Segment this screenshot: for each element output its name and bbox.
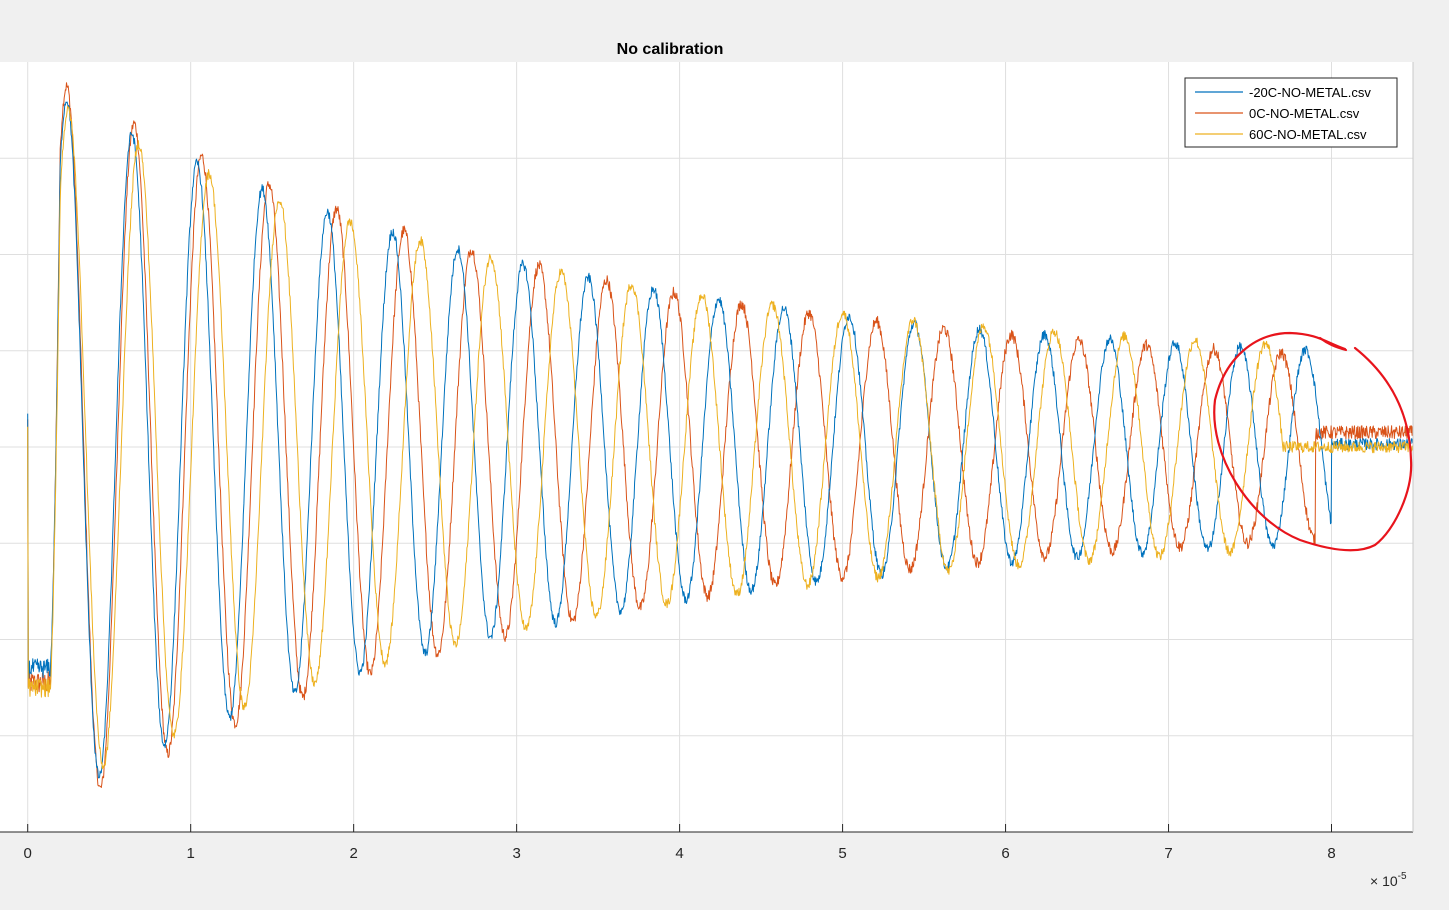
x-tick-label: 5 — [838, 845, 846, 862]
series-line-1 — [27, 82, 1414, 788]
series-layer — [27, 82, 1414, 788]
chart-title: No calibration — [617, 41, 724, 58]
legend-entry[interactable]: -20C-NO-METAL.csv — [1249, 85, 1371, 100]
x-tick-label: 1 — [187, 845, 195, 862]
legend-entry[interactable]: 0C-NO-METAL.csv — [1249, 106, 1360, 121]
x-tick-label: 3 — [512, 845, 520, 862]
x-axis: 0 1 2 3 4 5 6 7 8 — [0, 62, 1414, 862]
annotation-tail — [1318, 336, 1348, 352]
series-line-0 — [27, 101, 1414, 779]
x-tick-label: 2 — [349, 845, 357, 862]
x-exponent-power: -5 — [1398, 871, 1407, 882]
annotation-circle — [1213, 331, 1413, 552]
x-tick-label: 6 — [1001, 845, 1009, 862]
x-tick-label: 4 — [675, 845, 683, 862]
x-tick-label: 8 — [1327, 845, 1335, 862]
legend[interactable]: -20C-NO-METAL.csv 0C-NO-METAL.csv 60C-NO-M… — [1184, 77, 1398, 148]
x-tick-label: 7 — [1164, 845, 1172, 862]
x-exponent-base: × 10 — [1370, 873, 1398, 889]
grid — [0, 62, 1413, 832]
series-line-2 — [27, 105, 1414, 770]
legend-entry[interactable]: 60C-NO-METAL.csv — [1249, 127, 1367, 142]
x-tick-label: 0 — [24, 845, 32, 862]
x-exponent-label: × 10-5 — [1370, 871, 1407, 889]
